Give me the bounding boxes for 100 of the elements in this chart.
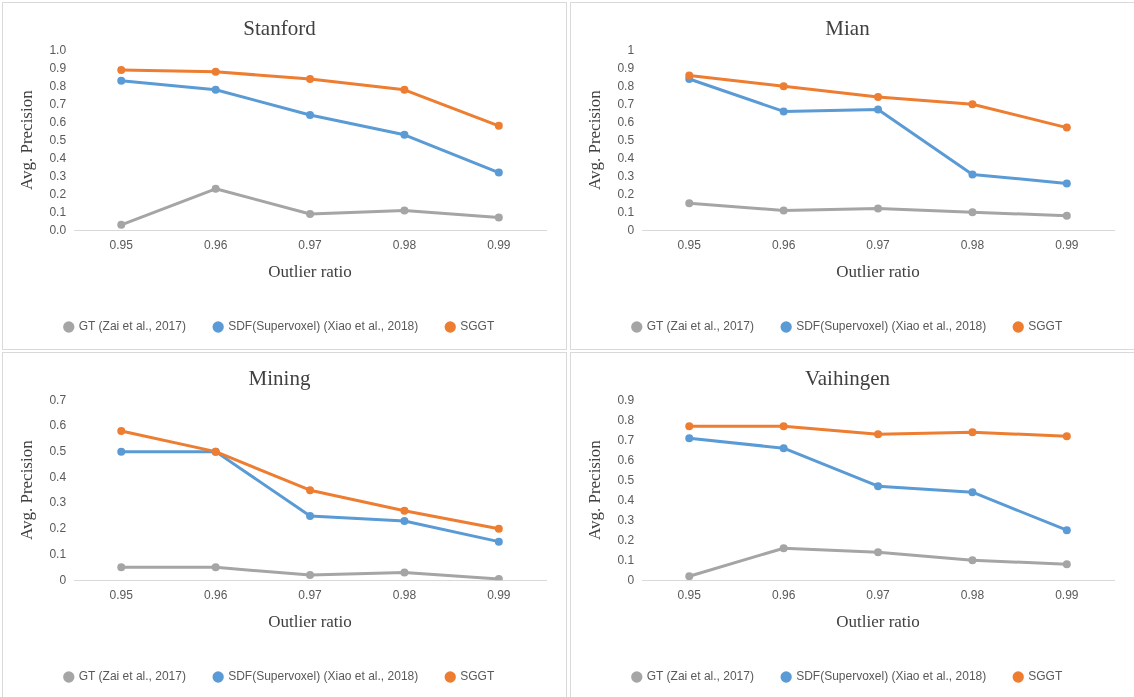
point <box>400 206 409 215</box>
point <box>400 85 409 94</box>
y-tick-label: 0.0 <box>49 222 67 237</box>
y-tick-label: 0.6 <box>617 452 635 467</box>
y-tick-label: 0.4 <box>49 150 67 165</box>
legend-label: SDF(Supervoxel) (Xiao et al., 2018) <box>796 319 987 334</box>
y-tick-label: 0.8 <box>617 412 635 427</box>
x-tick-label: 0.99 <box>487 237 511 252</box>
y-tick-label: 0.9 <box>617 60 635 75</box>
point <box>1062 526 1071 535</box>
point <box>306 75 315 83</box>
point <box>685 434 694 443</box>
x-axis-title: Outlier ratio <box>268 262 352 282</box>
point <box>211 184 220 193</box>
y-tick-label: 0.9 <box>49 60 67 75</box>
legend-label: GT (Zai et al., 2017) <box>78 669 186 684</box>
point <box>117 447 126 456</box>
legend-label: GT (Zai et al., 2017) <box>78 319 186 334</box>
point <box>968 488 977 497</box>
x-tick-label: 0.99 <box>1055 587 1079 602</box>
point <box>968 556 977 565</box>
point <box>400 130 409 139</box>
point <box>779 82 788 91</box>
point <box>874 482 883 491</box>
point <box>779 107 788 116</box>
x-tick-label: 0.98 <box>392 237 417 252</box>
point <box>117 220 126 229</box>
y-tick-label: 0.5 <box>49 443 67 458</box>
point <box>306 486 315 495</box>
point <box>874 204 883 213</box>
y-axis-title: Avg. Precision <box>16 89 36 191</box>
point <box>494 537 503 546</box>
legend-label: SGGT <box>1028 319 1063 334</box>
point <box>117 66 126 74</box>
x-tick-label: 0.96 <box>771 587 796 602</box>
x-tick-label: 0.95 <box>677 237 702 252</box>
y-tick-label: 0 <box>627 222 635 237</box>
y-tick-label: 0.3 <box>617 168 635 183</box>
y-tick-label: 0.6 <box>49 114 67 129</box>
point <box>968 208 977 217</box>
legend-label: SGGT <box>1028 669 1063 684</box>
point <box>779 206 788 215</box>
point <box>685 199 694 208</box>
y-tick-label: 0.4 <box>617 150 635 165</box>
x-axis-title: Outlier ratio <box>268 612 352 632</box>
point <box>685 71 694 80</box>
y-tick-label: 0.3 <box>49 495 67 510</box>
point <box>306 511 315 520</box>
point <box>117 76 126 85</box>
y-tick-label: 0.6 <box>49 418 67 433</box>
point <box>211 67 220 76</box>
y-tick-label: 0.2 <box>617 186 635 201</box>
y-tick-label: 0.1 <box>617 552 635 567</box>
y-tick-label: 0.4 <box>49 469 67 484</box>
legend-label: SDF(Supervoxel) (Xiao et al., 2018) <box>228 669 419 684</box>
y-tick-label: 1 <box>627 42 635 57</box>
point <box>400 568 409 577</box>
point <box>968 170 977 179</box>
point <box>685 422 694 431</box>
y-tick-label: 0.8 <box>617 78 635 93</box>
point <box>1062 179 1071 188</box>
point <box>1062 123 1071 132</box>
point <box>211 85 220 94</box>
y-tick-label: 0.1 <box>49 546 67 561</box>
y-tick-label: 0.1 <box>617 204 635 219</box>
y-tick-label: 0.3 <box>617 512 635 527</box>
point <box>874 105 883 114</box>
x-tick-label: 0.95 <box>109 587 134 602</box>
point <box>874 548 883 557</box>
point <box>306 111 315 119</box>
y-tick-label: 0.7 <box>617 96 635 111</box>
y-tick-label: 0.2 <box>49 186 67 201</box>
chart-title: Stanford <box>243 16 317 41</box>
x-tick-label: 0.95 <box>677 587 702 602</box>
x-tick-label: 0.99 <box>487 587 511 602</box>
point <box>968 100 977 109</box>
x-tick-label: 0.97 <box>866 237 891 252</box>
point <box>306 210 315 218</box>
y-tick-label: 0.3 <box>49 168 67 183</box>
point <box>968 428 977 437</box>
point <box>779 544 788 553</box>
point <box>874 430 883 439</box>
y-tick-label: 0.5 <box>617 132 635 147</box>
legend-label: SDF(Supervoxel) (Xiao et al., 2018) <box>796 669 987 684</box>
point <box>117 563 126 572</box>
legend-label: SGGT <box>460 319 495 334</box>
point <box>494 168 503 177</box>
legend-label: GT (Zai et al., 2017) <box>646 319 754 334</box>
y-tick-label: 0.1 <box>49 204 67 219</box>
x-axis-title: Outlier ratio <box>836 612 920 632</box>
point <box>494 524 503 533</box>
point <box>494 574 503 581</box>
legend-label: SDF(Supervoxel) (Xiao et al., 2018) <box>228 319 419 334</box>
y-tick-label: 0.2 <box>49 521 67 536</box>
x-tick-label: 0.96 <box>203 587 228 602</box>
chart-title: Mian <box>825 16 871 41</box>
point <box>1062 560 1071 569</box>
x-tick-label: 0.97 <box>866 587 891 602</box>
y-tick-label: 0.5 <box>49 132 67 147</box>
point <box>400 517 409 526</box>
